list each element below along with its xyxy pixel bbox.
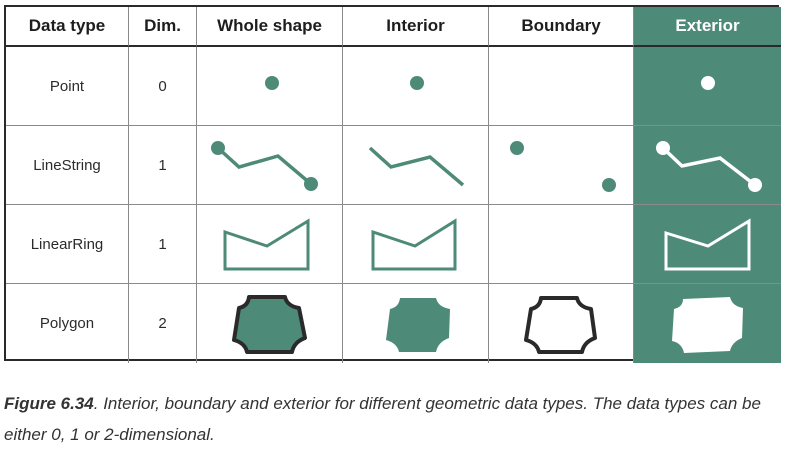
linearring-whole-shape <box>197 205 343 284</box>
linearring-interior <box>343 205 489 284</box>
header-exterior: Exterior <box>634 7 781 47</box>
linearring-boundary-empty <box>489 205 634 284</box>
row-polygon-type: Polygon <box>6 284 129 363</box>
point-interior <box>343 47 489 126</box>
point-exterior <box>634 47 781 126</box>
linestring-exterior <box>634 126 781 205</box>
row-linearring-type: LinearRing <box>6 205 129 284</box>
caption-text: . Interior, boundary and exterior for di… <box>4 394 761 444</box>
polygon-interior <box>343 284 489 363</box>
linestring-boundary <box>489 126 634 205</box>
row-polygon-dim: 2 <box>129 284 197 363</box>
linestring-whole-shape <box>197 126 343 205</box>
header-whole-shape: Whole shape <box>197 7 343 47</box>
header-interior: Interior <box>343 7 489 47</box>
header-data-type: Data type <box>6 7 129 47</box>
header-boundary: Boundary <box>489 7 634 47</box>
figure-caption: Figure 6.34. Interior, boundary and exte… <box>4 388 774 450</box>
row-point-type: Point <box>6 47 129 126</box>
row-linestring-type: LineString <box>6 126 129 205</box>
row-point-dim: 0 <box>129 47 197 126</box>
header-dimension: Dim. <box>129 7 197 47</box>
linestring-interior <box>343 126 489 205</box>
row-linestring-dim: 1 <box>129 126 197 205</box>
polygon-boundary <box>489 284 634 363</box>
linearring-exterior <box>634 205 781 284</box>
geometry-table: Data type Dim. Whole shape Interior Boun… <box>4 5 781 363</box>
polygon-exterior <box>634 284 781 363</box>
point-boundary-empty <box>489 47 634 126</box>
polygon-whole-shape <box>197 284 343 363</box>
row-linearring-dim: 1 <box>129 205 197 284</box>
point-whole-shape <box>197 47 343 126</box>
figure-label: Figure 6.34 <box>4 394 94 413</box>
